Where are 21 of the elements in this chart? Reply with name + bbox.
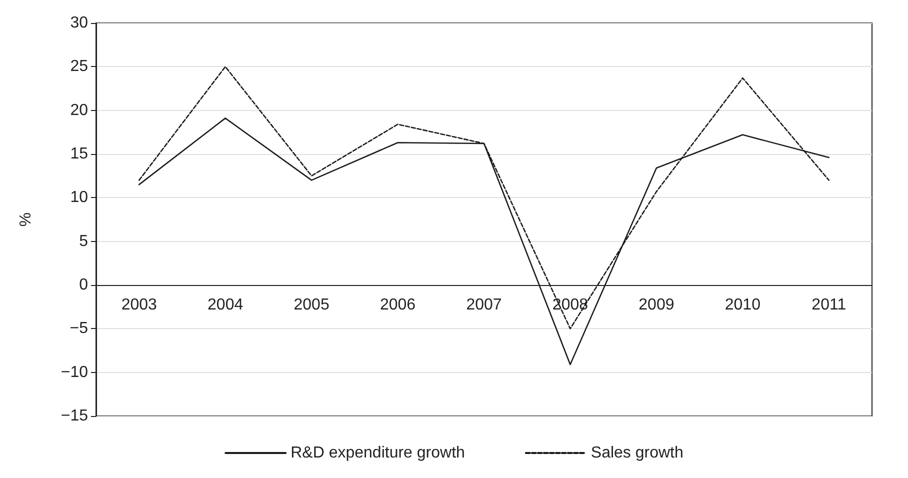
y-tick-label: 20 (70, 102, 88, 119)
y-tick-label: −15 (60, 408, 88, 424)
legend-label: R&D expenditure growth (290, 444, 465, 462)
legend-label: Sales growth (590, 444, 684, 462)
y-tick-label: 0 (79, 276, 88, 294)
x-tick-label: 2007 (466, 296, 502, 314)
y-tick-label: 5 (79, 232, 88, 250)
y-tick-label: 25 (70, 58, 88, 76)
x-tick-label: 2011 (812, 296, 846, 314)
x-tick-label: 2010 (724, 296, 761, 314)
x-tick-label: 2005 (294, 296, 330, 314)
y-tick-label: 10 (70, 189, 88, 206)
y-tick-label: 30 (70, 14, 88, 32)
y-axis-title: % (18, 212, 34, 227)
y-tick-label: 15 (70, 146, 88, 162)
y-tick-label: −10 (60, 364, 88, 381)
x-tick-label: 2003 (121, 296, 158, 314)
x-tick-label: 2004 (208, 296, 244, 314)
x-tick-label: 2009 (638, 296, 674, 314)
y-tick-label: −5 (70, 320, 88, 338)
x-tick-label: 2006 (380, 296, 416, 314)
